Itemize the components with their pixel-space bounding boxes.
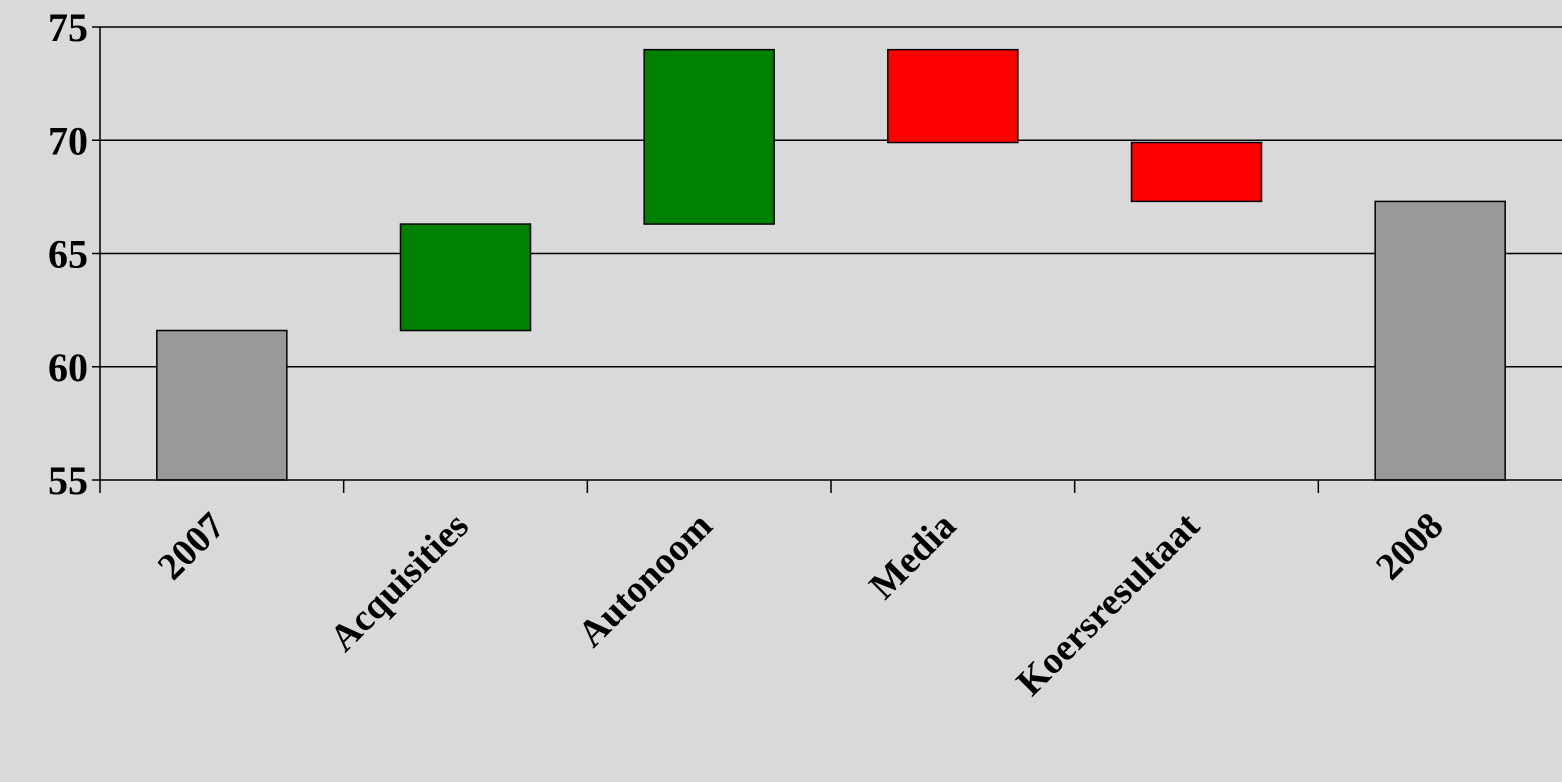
bars xyxy=(156,48,1506,481)
bar-total xyxy=(1374,200,1506,481)
y-tick-labels: 55 60 65 70 75 xyxy=(48,5,88,503)
bar-increase xyxy=(399,223,532,332)
y-tick-label: 70 xyxy=(48,118,88,163)
x-tick-label: Acquisities xyxy=(322,505,477,660)
bar-increase xyxy=(643,48,775,225)
x-tick-label: Koersresultaat xyxy=(1009,504,1209,704)
y-tick-label: 55 xyxy=(48,458,88,503)
x-tick-label: Media xyxy=(861,505,964,608)
x-tick-labels: 2007 Acquisities Autonoom Media Koersresulta… xyxy=(150,504,1452,704)
bar-decrease xyxy=(887,48,1019,144)
gridlines xyxy=(100,26,1562,368)
axes xyxy=(92,26,1562,493)
x-tick-label: 2007 xyxy=(150,505,233,588)
bar-total xyxy=(156,329,288,481)
x-tick-label: Autonoom xyxy=(570,505,721,656)
y-tick-label: 75 xyxy=(48,5,88,50)
x-tick-label: 2008 xyxy=(1368,505,1451,588)
bar-decrease xyxy=(1130,141,1263,203)
y-tick-label: 65 xyxy=(48,232,88,277)
y-tick-label: 60 xyxy=(48,345,88,390)
